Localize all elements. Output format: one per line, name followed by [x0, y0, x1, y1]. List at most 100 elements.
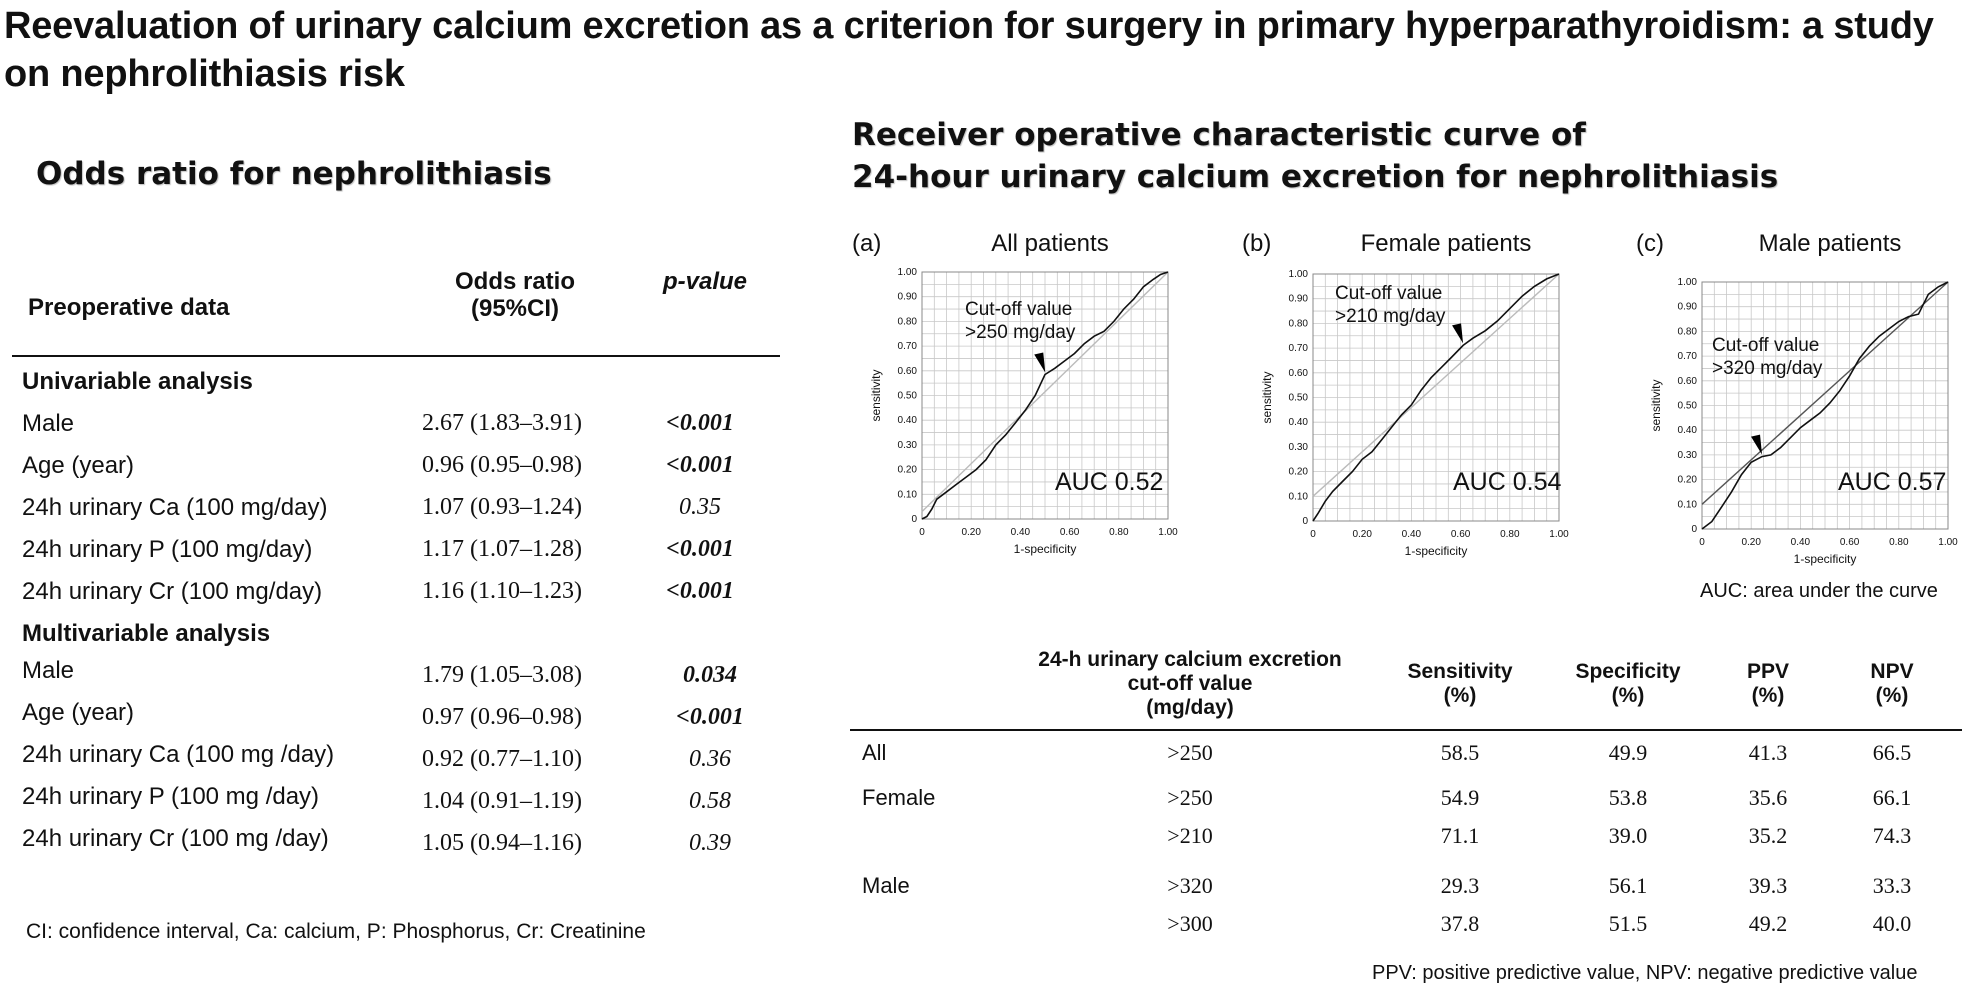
x-tick-label: 0.20 — [1352, 529, 1372, 540]
row-ppv: 41.3 — [1748, 740, 1788, 765]
cutoff-callout-line1: Cut-off value — [1712, 335, 1820, 356]
panel-letter: (b) — [1242, 230, 1272, 257]
univariable-label: Univariable analysis — [22, 368, 253, 395]
x-tick-label: 1.00 — [1938, 537, 1958, 548]
row-specificity: 53.8 — [1608, 785, 1648, 810]
y-tick-label: 1.00 — [898, 267, 918, 278]
row-ppv: 49.2 — [1748, 911, 1788, 936]
y-tick-label: 0 — [1691, 524, 1697, 535]
x-tick-label: 1.00 — [1158, 527, 1178, 538]
y-tick-label: 0.20 — [1678, 475, 1698, 486]
y-tick-label: 0.90 — [1289, 294, 1309, 305]
x-tick-label: 0.80 — [1109, 527, 1129, 538]
cutoff-arrow — [1034, 352, 1046, 373]
roc-curve — [1701, 281, 1949, 530]
row-npv: 66.1 — [1872, 785, 1912, 810]
x-tick-label: 0 — [1310, 529, 1316, 540]
y-tick-label: 0.70 — [1678, 351, 1698, 362]
row-cutoff: >300 — [1167, 911, 1213, 936]
y-tick-label: 0.30 — [898, 440, 918, 451]
row-label: Male — [22, 410, 75, 437]
p-value: 0.034 — [683, 662, 737, 688]
x-tick-label: 0.60 — [1451, 529, 1471, 540]
table-header-rule — [12, 355, 780, 357]
odds-ratio-value: 1.05 (0.94–1.16) — [422, 830, 582, 856]
x-tick-label: 0.40 — [1402, 529, 1422, 540]
col-header-p-value: p-value — [662, 268, 748, 295]
roc-heading-line1: Receiver operative characteristic curve … — [852, 117, 1586, 153]
x-tick-label: 0.40 — [1791, 537, 1811, 548]
y-axis-label: sensitivity — [869, 369, 883, 421]
x-tick-label: 0 — [919, 527, 925, 538]
odds-ratio-value: 0.96 (0.95–0.98) — [422, 452, 582, 478]
auc-footnote: AUC: area under the curve — [1700, 580, 1938, 602]
table-header-rule — [850, 729, 1962, 731]
row-group: Male — [862, 873, 910, 898]
y-tick-label: 0.90 — [898, 292, 918, 303]
p-value: <0.001 — [676, 704, 744, 730]
col-header-odds-ratio: Odds ratio (95%CI) — [430, 268, 600, 322]
roc-chart: 0 0.10 0.20 0.30 0.40 0.50 0.60 0.70 0.80 0.90 1.0… — [1260, 269, 1569, 558]
y-tick-label: 0.50 — [1678, 401, 1698, 412]
y-tick-label: 0.50 — [1289, 393, 1309, 404]
cutoff-callout: Cut-off value >250 mg/day — [965, 298, 1075, 344]
roc-curve — [921, 271, 1169, 520]
row-npv: 33.3 — [1872, 873, 1912, 898]
row-label: Age (year) — [22, 699, 135, 726]
auc-label: AUC 0.54 — [1453, 468, 1562, 496]
p-value: 0.58 — [689, 788, 731, 814]
odds-ratio-value: 0.92 (0.77–1.10) — [422, 746, 582, 772]
row-label: 24h urinary Ca (100 mg /day) — [22, 741, 335, 768]
col-header-odds-ratio-line2: (95%CI) — [470, 295, 560, 322]
y-tick-label: 0.90 — [1678, 302, 1698, 313]
roc-chart: 0 0.10 0.20 0.30 0.40 0.50 0.60 0.70 0.80 0.90 1.0… — [869, 267, 1178, 556]
y-tick-label: 0.60 — [898, 366, 918, 377]
x-tick-label: 0.20 — [961, 527, 981, 538]
plot-frame — [921, 271, 1169, 520]
col-header-npv: NPV (%) — [1852, 660, 1932, 708]
col-header-npv-line: NPV — [1870, 660, 1914, 683]
panel-title: All patients — [991, 230, 1109, 257]
row-label: Male — [22, 657, 75, 684]
row-label: 24h urinary Cr (100 mg /day) — [22, 825, 329, 852]
row-label: 24h urinary Ca (100 mg/day) — [22, 494, 328, 521]
col-header-odds-ratio-line1: Odds ratio — [454, 268, 575, 295]
panel-letter: (a) — [852, 230, 882, 257]
x-tick-label: 0.20 — [1741, 537, 1761, 548]
cutoff-arrow — [1452, 323, 1464, 344]
cutoff-callout: Cut-off value >210 mg/day — [1335, 282, 1445, 328]
col-header-specificity-line: (%) — [1611, 684, 1645, 707]
y-tick-label: 0.60 — [1289, 368, 1309, 379]
p-value: <0.001 — [666, 452, 734, 478]
y-tick-label: 0.10 — [1678, 499, 1698, 510]
odds-ratio-value: 2.67 (1.83–3.91) — [422, 410, 582, 436]
col-header-sensitivity-line: (%) — [1443, 684, 1477, 707]
odds-ratio-value: 1.16 (1.10–1.23) — [422, 578, 582, 604]
odds-ratio-value: 0.97 (0.96–0.98) — [422, 704, 582, 730]
row-npv: 74.3 — [1872, 823, 1912, 848]
x-axis-label: 1-specificity — [1794, 552, 1857, 566]
y-tick-label: 0.10 — [1289, 491, 1309, 502]
x-tick-label: 0.80 — [1889, 537, 1909, 548]
panel-title: Male patients — [1758, 230, 1902, 257]
x-tick-label: 1.00 — [1549, 529, 1569, 540]
row-npv: 66.5 — [1872, 740, 1912, 765]
col-header-cutoff: 24-h urinary calcium excretion cut-off va… — [1010, 648, 1370, 720]
row-sensitivity: 54.9 — [1440, 785, 1480, 810]
cutoff-callout-line2: >250 mg/day — [965, 322, 1076, 343]
col-header-ppv-line: PPV — [1746, 660, 1790, 683]
col-header-cutoff-line: 24-h urinary calcium excretion — [1038, 648, 1342, 671]
row-group: Female — [862, 785, 936, 810]
plot-frame — [1701, 281, 1949, 530]
col-header-npv-line: (%) — [1875, 684, 1909, 707]
y-axis-label: sensitivity — [1260, 371, 1274, 423]
y-tick-label: 0.70 — [898, 341, 918, 352]
y-tick-label: 0.40 — [1678, 425, 1698, 436]
row-label: Age (year) — [22, 452, 135, 479]
row-sensitivity: 29.3 — [1440, 873, 1480, 898]
row-ppv: 35.6 — [1748, 785, 1788, 810]
x-tick-label: 0.60 — [1060, 527, 1080, 538]
y-axis-label: sensitivity — [1649, 379, 1663, 431]
panel-letter: (c) — [1636, 230, 1664, 257]
row-label: 24h urinary P (100 mg /day) — [22, 783, 320, 810]
